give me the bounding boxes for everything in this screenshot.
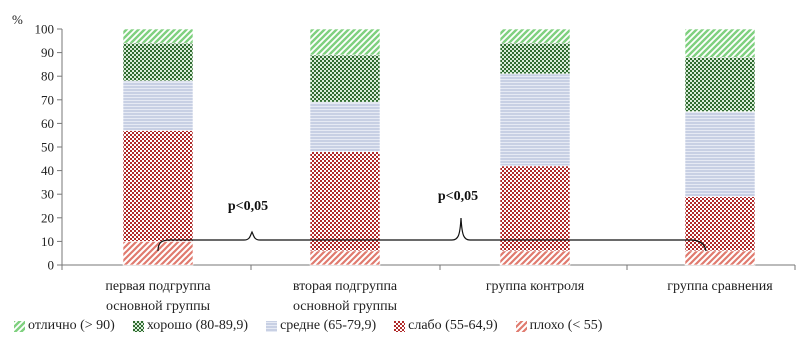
legend-label: плохо (< 55): [529, 318, 603, 333]
y-tick-label: 90: [41, 45, 54, 60]
legend-label: хорошо (80-89,9): [146, 318, 249, 333]
y-tick-label: 80: [41, 69, 54, 84]
significance-label: p<0,05: [228, 199, 268, 214]
legend-label: слабо (55-64,9): [408, 318, 498, 333]
significance-bracket: [157, 217, 707, 252]
x-category-label-line: основной группы: [106, 299, 211, 314]
y-tick-label: 70: [41, 92, 54, 107]
bar-segment-good: [122, 42, 194, 82]
legend-label: отлично (> 90): [28, 318, 115, 333]
legend-label: средне (65-79,9): [280, 318, 377, 333]
legend-item-poor: плохо (< 55): [515, 318, 603, 334]
bar-segment-medium: [684, 111, 756, 197]
x-category-label-line: основной группы: [293, 299, 398, 314]
x-category-label: группа сравнения: [667, 279, 773, 294]
bar-segment-excellent: [309, 28, 381, 56]
legend-swatch-weak: [394, 320, 406, 332]
bar-segment-poor: [122, 241, 194, 266]
y-tick-label: 50: [41, 140, 54, 155]
bar-segment-good: [684, 57, 756, 112]
x-category-label-line: первая подгруппа: [105, 279, 211, 294]
legend-swatch-poor: [515, 320, 527, 332]
x-category-label-line: вторая подгруппа: [293, 279, 398, 294]
bar-segment-excellent: [122, 28, 194, 44]
y-tick-label: 40: [41, 163, 54, 178]
bar-segment-medium: [309, 101, 381, 153]
bar-segment-excellent: [684, 28, 756, 58]
y-tick-label: 30: [41, 187, 54, 202]
significance-label: p<0,05: [438, 189, 478, 204]
legend-swatch-medium: [266, 320, 278, 332]
bar-segment-medium: [499, 73, 571, 167]
y-tick-label: 20: [41, 210, 54, 225]
x-category-label-line: группа сравнения: [667, 279, 773, 294]
bar-segment-poor: [499, 250, 571, 266]
y-tick-label: 10: [41, 234, 54, 249]
x-category-label: группа контроля: [486, 279, 585, 294]
bar-segment-weak: [122, 130, 194, 242]
y-unit-label: %: [12, 12, 23, 27]
legend-item-medium: средне (65-79,9): [266, 318, 376, 334]
bar-segment-weak: [684, 196, 756, 252]
bar-segment-medium: [122, 80, 194, 131]
bar-segment-weak: [499, 165, 571, 252]
legend-swatch-excellent: [14, 320, 25, 332]
bar-segment-good: [499, 42, 571, 75]
bar-segment-weak: [309, 151, 381, 252]
x-category-label: первая подгруппа основной группы: [105, 279, 211, 314]
y-tick-label: 100: [35, 22, 55, 37]
bar-segment-poor: [309, 250, 381, 266]
legend-item-weak: слабо (55-64,9): [394, 318, 498, 334]
x-category-label: вторая подгруппа основной группы: [293, 279, 398, 314]
y-tick-label: 0: [48, 258, 55, 273]
bar-segment-good: [309, 54, 381, 103]
legend-swatch-good: [132, 320, 144, 332]
legend-item-good: хорошо (80-89,9): [132, 318, 249, 334]
bar-segment-poor: [684, 250, 756, 266]
legend-item-excellent: отлично (> 90): [14, 318, 115, 334]
bar-segment-excellent: [499, 28, 571, 44]
y-tick-label: 60: [41, 116, 54, 131]
chart-legend: отлично (> 90) хорошо (80-89,9) средне (65…: [14, 318, 620, 334]
x-category-label-line: группа контроля: [486, 279, 585, 294]
